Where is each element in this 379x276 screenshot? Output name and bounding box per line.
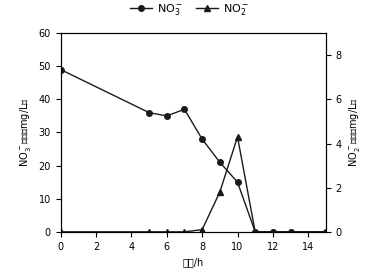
NO$_2$' <box>182 230 187 233</box>
NO$_3$' <box>288 230 293 233</box>
NO$_3$' <box>147 111 151 114</box>
NO$_3$' <box>182 108 187 111</box>
Line: NO$_3$': NO$_3$' <box>58 67 329 235</box>
NO$_2$' <box>147 230 151 233</box>
Y-axis label: NO$_3^-$浓度（mg/L）: NO$_3^-$浓度（mg/L） <box>18 97 33 168</box>
NO$_3$' <box>218 161 222 164</box>
NO$_2$' <box>58 230 63 233</box>
Legend: NO$_3^-$, NO$_2^-$: NO$_3^-$, NO$_2^-$ <box>128 0 251 20</box>
NO$_2$' <box>324 230 328 233</box>
NO$_2$' <box>164 230 169 233</box>
NO$_3$' <box>324 230 328 233</box>
NO$_3$' <box>271 230 275 233</box>
Y-axis label: NO$_2^-$浓度（mg/L）: NO$_2^-$浓度（mg/L） <box>348 97 362 168</box>
Line: NO$_2$': NO$_2$' <box>58 134 329 235</box>
NO$_3$' <box>58 68 63 71</box>
NO$_2$' <box>288 230 293 233</box>
NO$_2$' <box>271 230 275 233</box>
X-axis label: 时间/h: 时间/h <box>183 257 204 267</box>
NO$_2$' <box>235 135 240 139</box>
NO$_3$' <box>253 230 257 233</box>
NO$_2$' <box>218 190 222 194</box>
NO$_3$' <box>164 114 169 118</box>
NO$_3$' <box>235 181 240 184</box>
NO$_3$' <box>200 137 204 141</box>
NO$_2$' <box>253 230 257 233</box>
NO$_2$' <box>200 228 204 231</box>
